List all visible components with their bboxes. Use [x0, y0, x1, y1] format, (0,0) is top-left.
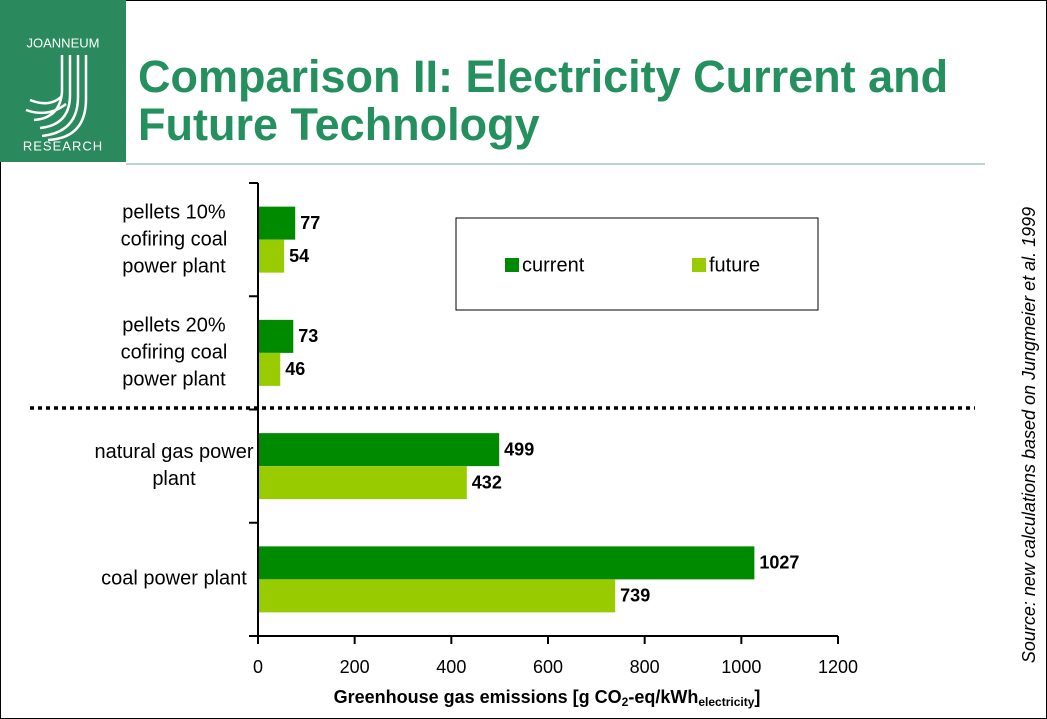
x-tick-label: 600	[533, 657, 563, 677]
value-label: 739	[620, 586, 650, 606]
y-tick-label-line: power plant	[122, 368, 226, 391]
y-tick-label-line: natural gas power	[94, 441, 254, 464]
title-line: Comparison II: Electricity Current and	[138, 51, 948, 102]
bar	[258, 579, 616, 613]
y-tick-label: pellets 10% cofiring coal power plant	[64, 199, 284, 280]
y-tick-label-line: pellets 10%	[122, 201, 226, 224]
value-label: 46	[285, 359, 305, 379]
x-axis-title-part: Greenhouse gas emissions [g CO	[334, 687, 622, 707]
legend-label: current	[522, 254, 585, 276]
logo-mark	[25, 55, 88, 142]
legend-swatch	[505, 258, 519, 272]
bar	[258, 466, 467, 500]
value-label: 73	[298, 326, 318, 346]
legend-swatch	[692, 258, 706, 272]
y-tick-label: natural gas power plant	[64, 439, 284, 493]
x-tick-label: 400	[436, 657, 466, 677]
legend-label: future	[709, 254, 760, 276]
logo-bottom: RESEARCH	[23, 138, 103, 153]
value-label: 1027	[759, 553, 799, 573]
y-tick-label-line: power plant	[122, 255, 226, 278]
value-label: 77	[300, 213, 320, 233]
y-tick-label-line: cofiring coal	[120, 228, 228, 251]
value-label: 54	[289, 246, 309, 266]
logo-top: JOANNEUM	[27, 35, 100, 50]
source-note: Source: new calculations based on Jungme…	[1019, 207, 1039, 663]
x-tick-label: 200	[340, 657, 370, 677]
y-tick-label-line: pellets 20%	[122, 314, 226, 337]
x-axis-title: Greenhouse gas emissions [g CO2-eq/kWhel…	[334, 687, 761, 709]
y-tick-label-line: cofiring coal	[120, 341, 228, 364]
y-tick-label: coal power plant	[64, 566, 284, 593]
y-tick-label-line: plant	[152, 468, 196, 491]
x-axis-title-part: -eq/kWh	[628, 687, 698, 707]
x-tick-label: 0	[253, 657, 263, 677]
x-axis-title-part: ]	[754, 687, 760, 707]
bar	[258, 319, 294, 353]
bar	[258, 352, 281, 386]
y-tick-label: pellets 20% cofiring coal power plant	[64, 312, 284, 393]
bar	[258, 546, 755, 580]
x-tick-label: 1200	[818, 657, 858, 677]
value-label: 432	[472, 472, 502, 492]
x-axis-title-sub: 2	[622, 695, 629, 709]
title-line: Future Technology	[138, 99, 540, 150]
x-tick-label: 800	[630, 657, 660, 677]
x-axis-title-sub: electricity	[698, 695, 754, 709]
y-tick-label-line: coal power plant	[101, 567, 247, 590]
bar	[258, 206, 296, 240]
bar	[258, 433, 500, 467]
x-tick-label: 1000	[721, 657, 761, 677]
value-label: 499	[504, 439, 534, 459]
bar	[258, 239, 285, 273]
